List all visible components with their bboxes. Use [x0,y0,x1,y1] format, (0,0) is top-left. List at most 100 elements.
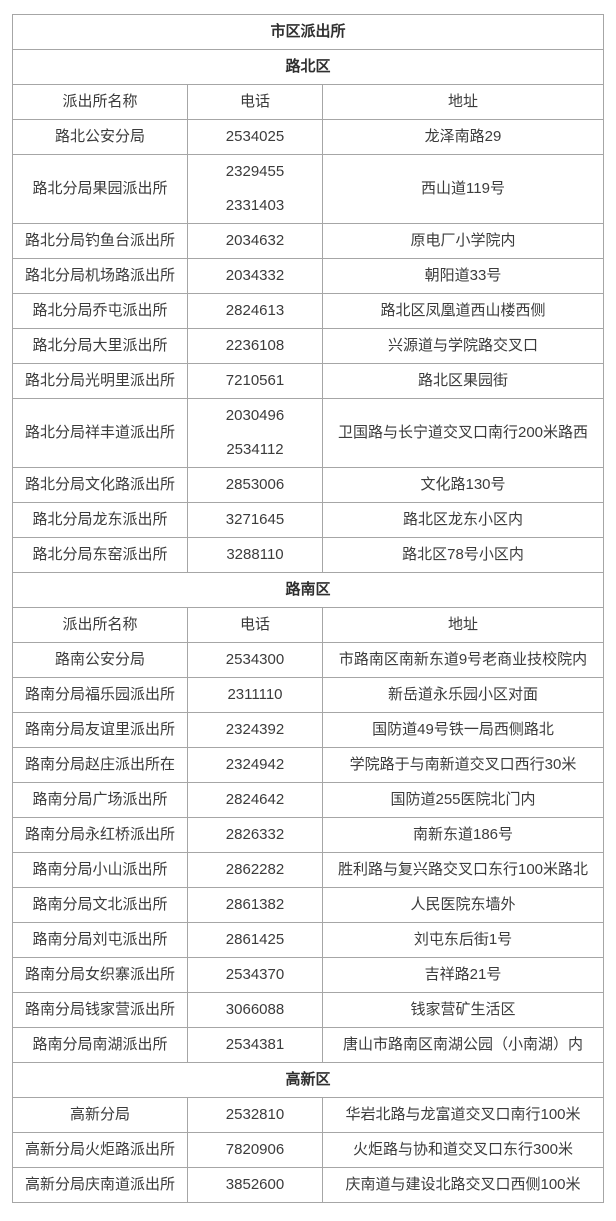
station-row: 路北分局果园派出所 2329455 2331403 西山道119号 [12,154,604,224]
station-name-cell: 路南分局刘屯派出所 [12,922,188,958]
station-name-cell: 路北分局乔屯派出所 [12,293,188,329]
station-row: 路南分局福乐园派出所 2311110 新岳道永乐园小区对面 [12,677,604,713]
station-name-cell: 路南分局钱家营派出所 [12,992,188,1028]
station-name-cell: 路南分局女织寨派出所 [12,957,188,993]
phone-cell: 2324942 [187,747,323,783]
station-name-cell: 路北分局光明里派出所 [12,363,188,399]
section-title: 路南区 [12,572,604,608]
station-row: 路南分局赵庄派出所在 2324942 学院路于与南新道交叉口西行30米 [12,747,604,783]
address-cell: 新岳道永乐园小区对面 [322,677,604,713]
station-name-cell: 路北分局机场路派出所 [12,258,188,294]
station-name-cell: 路北分局大里派出所 [12,328,188,364]
table-title: 市区派出所 [12,14,604,50]
address-cell: 兴源道与学院路交叉口 [322,328,604,364]
phone-cell: 2534381 [187,1027,323,1063]
phone-line: 2030496 [225,406,285,424]
station-row: 路北分局龙东派出所 3271645 路北区龙东小区内 [12,502,604,538]
address-cell: 国防道49号铁一局西侧路北 [322,712,604,748]
station-name-cell: 路南分局广场派出所 [12,782,188,818]
station-name-cell: 路南公安分局 [12,642,188,678]
station-row: 路北分局乔屯派出所 2824613 路北区凤凰道西山楼西侧 [12,293,604,329]
station-row: 路南分局友谊里派出所 2324392 国防道49号铁一局西侧路北 [12,712,604,748]
phone-cell: 2534300 [187,642,323,678]
station-name-cell: 路南分局文北派出所 [12,887,188,923]
phone-cell: 2236108 [187,328,323,364]
table-title-row: 市区派出所 [12,14,604,50]
station-name-cell: 路北分局钓鱼台派出所 [12,223,188,259]
address-cell: 胜利路与复兴路交叉口东行100米路北 [322,852,604,888]
station-row: 路南分局南湖派出所 2534381 唐山市路南区南湖公园（小南湖）内 [12,1027,604,1063]
police-stations-table: 市区派出所 路北区 派出所名称 电话 地址 路北公安分局 2534025 龙泽南路29 路北分局… [12,14,604,1203]
station-row: 路北分局祥丰道派出所 2030496 2534112 卫国路与长宁道交叉口南行200米… [12,398,604,468]
station-name-cell: 路北分局果园派出所 [12,154,188,224]
station-row: 路北分局文化路派出所 2853006 文化路130号 [12,467,604,503]
section-title: 路北区 [12,49,604,85]
section-row: 路北区 [12,49,604,85]
station-name-cell: 路北分局龙东派出所 [12,502,188,538]
station-row: 路南分局女织寨派出所 2534370 吉祥路21号 [12,957,604,993]
address-cell: 路北区龙东小区内 [322,502,604,538]
station-row: 高新分局 2532810 华岩北路与龙富道交叉口南行100米 [12,1097,604,1133]
station-row: 路南分局刘屯派出所 2861425 刘屯东后街1号 [12,922,604,958]
column-header: 电话 [187,607,323,643]
address-cell: 钱家营矿生活区 [322,992,604,1028]
phone-cell: 2826332 [187,817,323,853]
phone-cell: 2034332 [187,258,323,294]
police-stations-table-body: 市区派出所 路北区 派出所名称 电话 地址 路北公安分局 2534025 龙泽南路29 路北分局… [12,14,604,1203]
station-row: 路北分局钓鱼台派出所 2034632 原电厂小学院内 [12,223,604,259]
phone-cell: 2824613 [187,293,323,329]
phone-line: 2534112 [226,440,284,458]
address-cell: 唐山市路南区南湖公园（小南湖）内 [322,1027,604,1063]
column-header: 派出所名称 [12,84,188,120]
station-row: 路北分局机场路派出所 2034332 朝阳道33号 [12,258,604,294]
station-name-cell: 高新分局火炬路派出所 [12,1132,188,1168]
address-cell: 国防道255医院北门内 [322,782,604,818]
address-cell: 人民医院东墙外 [322,887,604,923]
phone-cell: 2862282 [187,852,323,888]
station-name-cell: 路南分局永红桥派出所 [12,817,188,853]
phone-cell: 2311110 [187,677,323,713]
phone-cell: 2030496 2534112 [187,398,323,468]
address-cell: 西山道119号 [322,154,604,224]
phone-cell: 2532810 [187,1097,323,1133]
address-cell: 吉祥路21号 [322,957,604,993]
station-name-cell: 高新分局 [12,1097,188,1133]
station-name-cell: 路南分局福乐园派出所 [12,677,188,713]
column-header: 地址 [322,84,604,120]
station-row: 路南分局永红桥派出所 2826332 南新东道186号 [12,817,604,853]
address-cell: 路北区果园街 [322,363,604,399]
address-cell: 朝阳道33号 [322,258,604,294]
column-header-row: 派出所名称 电话 地址 [12,84,604,120]
station-row: 路北分局大里派出所 2236108 兴源道与学院路交叉口 [12,328,604,364]
station-row: 路北分局东窑派出所 3288110 路北区78号小区内 [12,537,604,573]
phone-cell: 2824642 [187,782,323,818]
address-cell: 卫国路与长宁道交叉口南行200米路西 [322,398,604,468]
section-title: 高新区 [12,1062,604,1098]
station-name-cell: 路北分局东窑派出所 [12,537,188,573]
phone-cell: 3066088 [187,992,323,1028]
phone-line: 2331403 [225,196,285,214]
station-row: 路南分局钱家营派出所 3066088 钱家营矿生活区 [12,992,604,1028]
address-cell: 文化路130号 [322,467,604,503]
column-header: 地址 [322,607,604,643]
phone-cell: 2861382 [187,887,323,923]
phone-cell: 3288110 [187,537,323,573]
station-name-cell: 路南分局赵庄派出所在 [12,747,188,783]
station-name-cell: 路北分局祥丰道派出所 [12,398,188,468]
station-name-cell: 路北公安分局 [12,119,188,155]
phone-cell: 7820906 [187,1132,323,1168]
address-cell: 庆南道与建设北路交叉口西侧100米 [322,1167,604,1203]
station-name-cell: 路南分局友谊里派出所 [12,712,188,748]
station-name-cell: 路北分局文化路派出所 [12,467,188,503]
address-cell: 南新东道186号 [322,817,604,853]
phone-cell: 2329455 2331403 [187,154,323,224]
phone-cell: 2324392 [187,712,323,748]
section-row: 高新区 [12,1062,604,1098]
station-row: 路南分局文北派出所 2861382 人民医院东墙外 [12,887,604,923]
phone-cell: 2034632 [187,223,323,259]
address-cell: 路北区78号小区内 [322,537,604,573]
station-row: 路北公安分局 2534025 龙泽南路29 [12,119,604,155]
station-row: 高新分局庆南道派出所 3852600 庆南道与建设北路交叉口西侧100米 [12,1167,604,1203]
column-header-row: 派出所名称 电话 地址 [12,607,604,643]
